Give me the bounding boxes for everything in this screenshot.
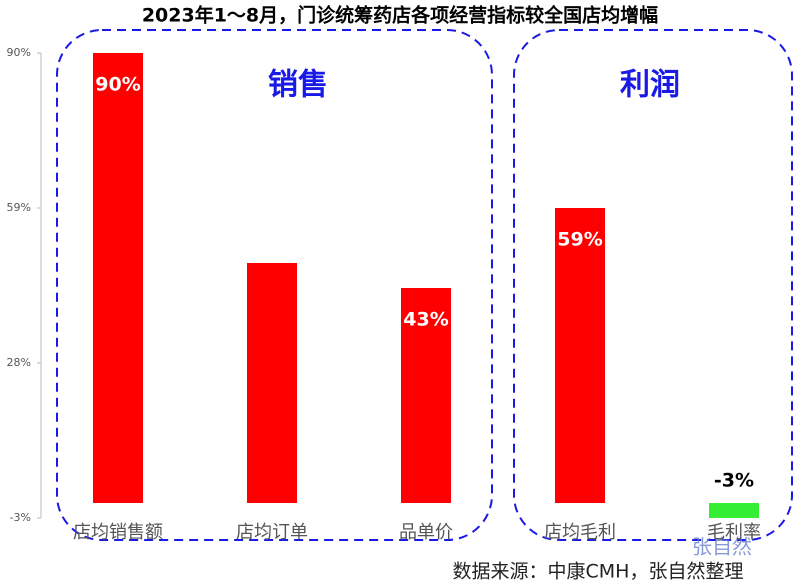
bar xyxy=(709,503,759,518)
x-tick-label: 店均订单 xyxy=(236,522,308,543)
y-tick-label: -3% xyxy=(10,511,31,524)
group-box xyxy=(56,29,493,541)
data-label: 43% xyxy=(403,309,448,331)
bar xyxy=(555,208,605,503)
y-tick-label: 59% xyxy=(7,201,31,214)
x-tick-label: 店均毛利 xyxy=(544,522,616,543)
source-note: 数据来源：中康CMH，张自然整理 xyxy=(453,561,744,583)
group-label: 销售 xyxy=(268,68,328,103)
bar xyxy=(401,288,451,503)
y-tick-label: 28% xyxy=(7,356,31,369)
bar xyxy=(93,53,143,503)
chart-title: 2023年1～8月，门诊统筹药店各项经营指标较全国店均增幅 xyxy=(142,4,658,27)
x-tick-label: 店均销售额 xyxy=(73,522,163,543)
y-tick-label: 90% xyxy=(7,46,31,59)
bar xyxy=(247,263,297,503)
group-label: 利润 xyxy=(620,68,680,103)
group-box xyxy=(513,29,793,541)
watermark: 张自然 xyxy=(692,535,752,559)
x-tick-label: 品单价 xyxy=(399,522,453,543)
data-label: 90% xyxy=(95,74,140,96)
data-label: -3% xyxy=(714,470,754,492)
x-tick-label: 毛利率 xyxy=(707,522,761,543)
data-label: 59% xyxy=(557,229,602,251)
